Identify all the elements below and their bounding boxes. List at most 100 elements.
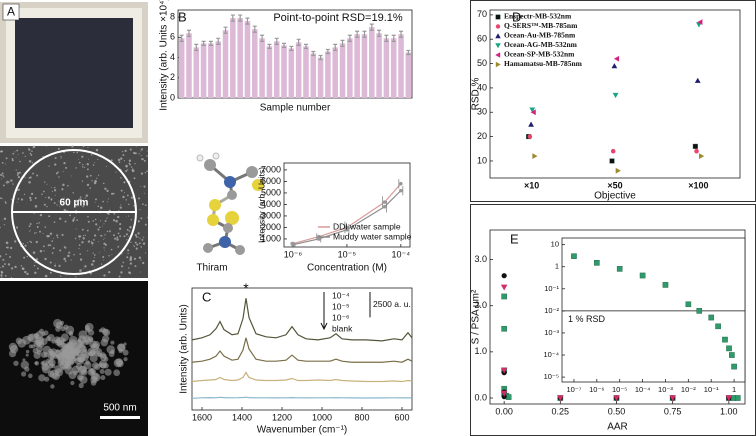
x-tick-label: 1: [732, 385, 736, 394]
bar: [230, 18, 236, 99]
sem-speck: [3, 176, 5, 178]
sem-speck: [87, 229, 89, 231]
marker: [609, 158, 615, 164]
sem-speck: [45, 196, 47, 199]
sem-speck: [103, 274, 106, 277]
sem-speck: [117, 245, 120, 248]
sem-speck: [34, 261, 36, 264]
sem-speck: [54, 263, 56, 265]
sem-speck: [100, 234, 103, 237]
error-bar: [223, 26, 228, 34]
marker: [530, 109, 536, 116]
sem-speck: [63, 197, 65, 199]
sem-speck: [92, 220, 95, 222]
sem-speck: [126, 228, 129, 231]
y-tick-label: 8: [170, 11, 175, 21]
legend-label: Q-SERS™-MB-785nm: [504, 21, 578, 30]
sem-speck: [129, 256, 133, 259]
sem-speck: [0, 197, 2, 199]
x-tick-label: 1200: [272, 412, 292, 422]
marker: [699, 153, 705, 159]
sem-speck: [34, 204, 38, 208]
sem-speck: [16, 228, 18, 230]
sem-particle: [100, 375, 106, 381]
sem-speck: [2, 184, 5, 187]
marker: [726, 345, 732, 352]
sem-speck: [120, 157, 123, 160]
sem-speck: [140, 217, 143, 220]
sem-speck: [92, 164, 95, 166]
sem-speck: [47, 244, 50, 247]
sem-speck: [123, 192, 125, 194]
sem-speck: [144, 172, 147, 174]
marker: [500, 284, 508, 291]
sem-particle: [103, 362, 109, 369]
sem-particle: [95, 350, 100, 355]
sem-speck: [15, 169, 17, 171]
sem-speck: [81, 155, 84, 158]
error-bar: [208, 40, 213, 47]
sem-speck: [61, 233, 64, 237]
marker: [696, 308, 703, 314]
sem-speck: [127, 252, 129, 254]
sem-particle: [43, 330, 49, 336]
sem-speck: [97, 158, 99, 161]
sem-speck: [127, 215, 130, 217]
error-bar: [340, 39, 345, 48]
sem-speck: [50, 198, 52, 200]
marker: [527, 134, 533, 139]
bar: [281, 45, 287, 98]
sem-speck: [124, 149, 127, 153]
sem-particle: [90, 344, 96, 349]
sem-speck: [134, 234, 137, 237]
y-axis-label: Intensity (arb. Units): [256, 167, 266, 243]
sem-particle: [47, 359, 54, 366]
sem-speck: [79, 196, 82, 198]
sem-speck: [142, 261, 145, 265]
y-axis-label: S / PSA μm²: [471, 289, 482, 344]
sem-speck: [129, 148, 132, 151]
y-tick-label: 2: [170, 72, 175, 82]
sem-speck: [87, 215, 89, 218]
sem-speck: [10, 246, 13, 250]
sem-speck: [29, 196, 32, 199]
sem-speck: [73, 151, 75, 154]
sem-speck: [90, 240, 93, 242]
marker: [694, 148, 699, 154]
sem-speck: [31, 150, 33, 152]
sem-speck: [60, 157, 62, 159]
sem-particle: [116, 360, 124, 368]
sem-speck: [29, 149, 31, 151]
sem-speck: [81, 180, 84, 182]
sem-speck: [57, 147, 60, 150]
sem-speck: [94, 179, 97, 183]
sem-speck: [56, 204, 58, 206]
sem-speck: [31, 162, 34, 164]
sem-particle: [78, 382, 84, 389]
sem-speck: [146, 170, 148, 173]
sem-speck: [79, 238, 81, 240]
sem-speck: [26, 272, 29, 276]
sem-speck: [96, 177, 98, 179]
sem-speck: [102, 255, 105, 258]
sem-speck: [101, 235, 103, 237]
marker: [610, 148, 616, 154]
sem-speck: [29, 230, 31, 232]
sem-speck: [5, 246, 8, 249]
sem-particle: [61, 342, 67, 349]
error-bar: [406, 49, 411, 56]
sem-speck: [49, 232, 53, 235]
sem-speck: [0, 274, 3, 277]
sem-speck: [106, 165, 108, 167]
marker: [382, 204, 387, 209]
sem-speck: [133, 244, 135, 246]
legend-label: Ocean-SP-MB-532nm: [504, 50, 575, 59]
sem-particle: [122, 349, 129, 356]
sem-speck: [32, 172, 34, 175]
sem-speck: [125, 216, 127, 218]
sem-speck: [10, 276, 13, 279]
panel-label: D: [512, 9, 521, 24]
sem-speck: [33, 264, 36, 267]
sem-speck: [81, 228, 84, 231]
y-axis-label: RSD %: [471, 78, 482, 111]
